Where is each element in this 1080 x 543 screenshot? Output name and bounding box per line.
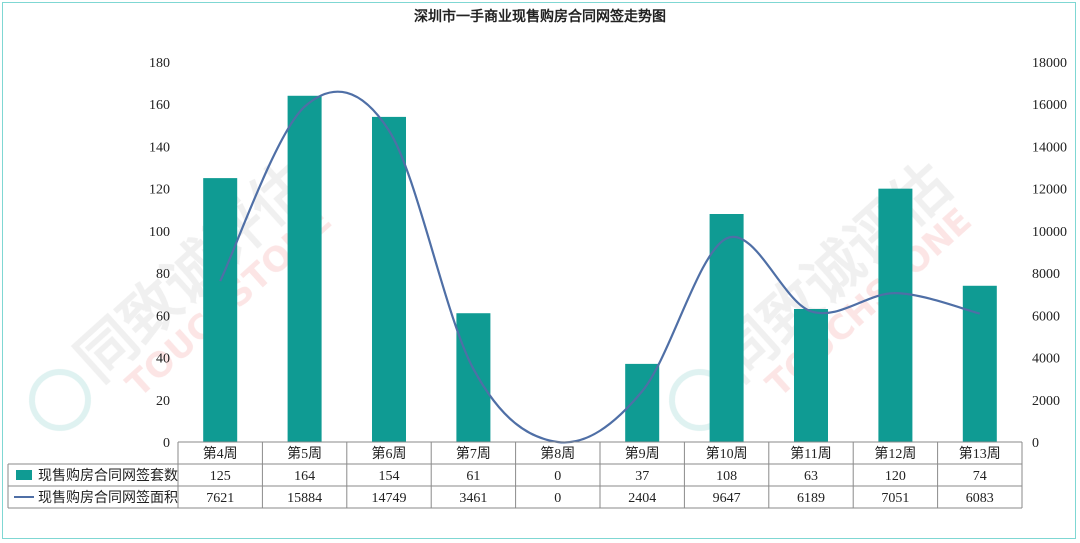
bar-value-cell: 37 [635,469,649,484]
left-tick-label: 40 [156,352,170,367]
line-value-cell: 2404 [628,491,656,506]
category-label: 第5周 [287,445,322,462]
left-tick-label: 60 [156,309,170,324]
line-value-cell: 0 [554,491,561,506]
right-tick-label: 0 [1032,436,1039,451]
right-tick-label: 4000 [1032,352,1060,367]
right-tick-label: 16000 [1032,98,1067,113]
bar-value-cell: 108 [716,469,737,484]
line-value-cell: 15884 [287,491,322,506]
left-tick-label: 100 [149,225,170,240]
bar [625,363,660,442]
legend-line-label: 现售购房合同网签面积 [38,489,178,506]
left-tick-label: 20 [156,394,170,409]
line-value-cell: 9647 [713,491,741,506]
bar-value-cell: 120 [885,469,906,484]
legend-bar-label: 现售购房合同网签套数 [38,467,178,484]
left-tick-label: 80 [156,267,170,282]
right-tick-label: 6000 [1032,309,1060,324]
data-table: 第4周 第5周 第6周 第7周 第8周 第9周 第10周 第11周 第12周 第13周现售购房合同… [7,441,1023,509]
right-tick-label: 2000 [1032,394,1060,409]
left-tick-label: 160 [149,98,170,113]
left-tick-label: 0 [163,436,170,451]
bar-value-cell: 61 [466,469,480,484]
left-tick-label: 120 [149,183,170,198]
legend-bar-swatch [16,470,32,480]
bar-series [203,95,997,443]
bar-value-cell: 0 [554,469,561,484]
line-value-cell: 14749 [372,491,407,506]
right-tick-label: 18000 [1032,56,1067,71]
category-label: 第12周 [874,445,916,462]
category-label: 第9周 [625,445,660,462]
right-tick-label: 8000 [1032,267,1060,282]
line-value-cell: 7621 [206,491,234,506]
right-tick-label: 10000 [1032,225,1067,240]
category-label: 第6周 [372,445,407,462]
bar [709,214,744,442]
right-tick-label: 12000 [1032,183,1067,198]
bar [456,313,491,442]
bar-value-cell: 164 [294,469,315,484]
bar [287,95,322,443]
left-axis: 0 20 40 60 80 100 120 140 160 180 [149,56,170,451]
category-label: 第13周 [959,445,1001,462]
left-tick-label: 180 [149,56,170,71]
chart-title: 深圳市一手商业现售购房合同网签走势图 [414,9,666,25]
left-tick-label: 140 [149,140,170,155]
line-value-cell: 6083 [966,491,994,506]
bar-value-cell: 63 [804,469,818,484]
bar [203,178,238,442]
bar-value-cell: 74 [973,469,987,484]
right-axis: 0 2000 4000 6000 8000 10000 12000 14000 16000 180… [1032,56,1067,451]
line-value-cell: 6189 [797,491,825,506]
category-label: 第7周 [456,445,491,462]
bar [962,285,997,442]
category-label: 第4周 [203,445,238,462]
bar [878,188,913,442]
category-label: 第8周 [540,445,575,462]
watermark-logo-circle [28,369,91,431]
bar-value-cell: 125 [210,469,231,484]
line-value-cell: 7051 [881,491,909,506]
bar-value-cell: 154 [379,469,400,484]
bar [372,116,406,442]
line-value-cell: 3461 [459,491,487,506]
category-label: 第11周 [790,445,831,462]
bar [794,309,828,442]
right-tick-label: 14000 [1032,140,1067,155]
category-label: 第10周 [706,445,748,462]
